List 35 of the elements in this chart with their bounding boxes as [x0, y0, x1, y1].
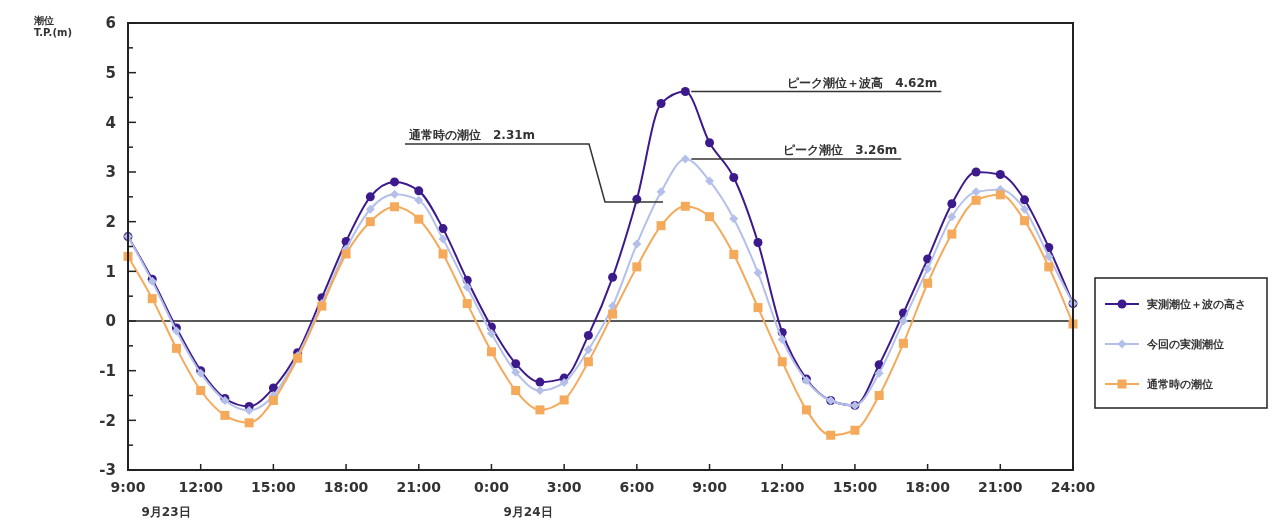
- legend-label: 今回の実測潮位: [1146, 338, 1224, 351]
- y-tick-label: 1: [105, 262, 116, 281]
- y-tick-label: -1: [99, 361, 116, 380]
- text: 9月24日: [503, 505, 553, 519]
- y-tick-label: -3: [99, 461, 116, 480]
- legend-label: 通常時の潮位: [1146, 378, 1213, 391]
- x-tick-label: 24:00: [1050, 479, 1096, 495]
- y-tick-label: 6: [105, 14, 116, 33]
- annotation: ピーク潮位 3.26m: [783, 143, 898, 158]
- y-tick-label: 2: [105, 212, 116, 231]
- y-axis-title: 潮位 T.P.(m): [33, 15, 72, 38]
- x-tick-label: 18:00: [905, 479, 951, 495]
- text: 9月23日: [141, 505, 191, 519]
- x-tick-label: 9:00: [692, 479, 728, 495]
- y-tick-label: 3: [105, 163, 116, 182]
- x-tick-label: 21:00: [978, 479, 1023, 495]
- x-tick-label: 15:00: [251, 479, 296, 495]
- y-tick-label: 0: [105, 312, 116, 331]
- x-tick-label: 12:00: [178, 479, 224, 495]
- x-tick-label: 15:00: [832, 479, 878, 495]
- legend-label: 実測潮位＋波の高さ: [1146, 298, 1246, 311]
- x-tick-label: 9:00: [110, 479, 146, 495]
- x-tick-label: 12:00: [759, 479, 805, 495]
- x-tick-label: 6:00: [619, 479, 655, 495]
- y-tick-label: 5: [105, 63, 116, 82]
- callout: ピーク潮位＋波高 4.62m: [690, 75, 943, 93]
- annotation: ピーク潮位＋波高 4.62m: [787, 75, 938, 90]
- x-tick-label: 0:00: [474, 479, 510, 495]
- y-tick-label: -2: [99, 411, 116, 430]
- x-tick-label: 18:00: [323, 479, 369, 495]
- x-tick-label: 3:00: [546, 479, 582, 495]
- y-tick-label: 4: [105, 113, 116, 132]
- annotation: 通常時の潮位 2.31m: [408, 128, 536, 142]
- x-tick-label: 21:00: [396, 479, 442, 495]
- callout: ピーク潮位 3.26m: [690, 143, 903, 160]
